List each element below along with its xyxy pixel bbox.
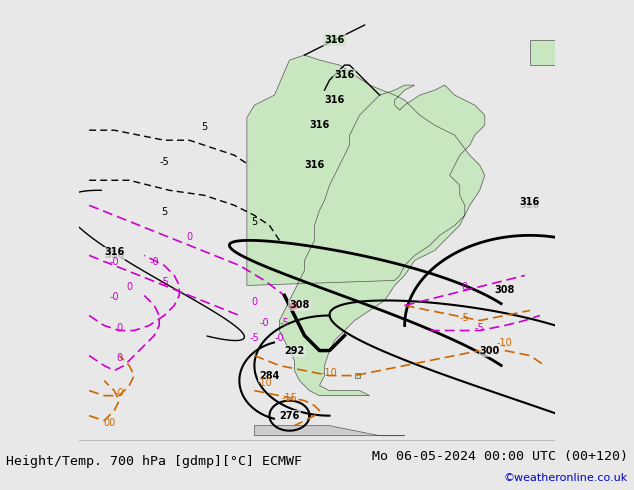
Text: 316: 316 (325, 35, 345, 45)
Text: 316: 316 (334, 70, 354, 80)
Text: -10: -10 (497, 338, 513, 347)
Text: -5: -5 (280, 318, 289, 327)
Text: 284: 284 (259, 370, 280, 381)
Text: -10: -10 (257, 378, 272, 388)
Text: 316: 316 (309, 120, 330, 130)
Text: -0: -0 (109, 293, 119, 302)
Text: -5: -5 (250, 333, 259, 343)
Text: -5: -5 (159, 277, 169, 288)
Text: 308: 308 (495, 286, 515, 295)
Text: 276: 276 (280, 411, 300, 420)
Text: 0: 0 (251, 297, 257, 308)
Text: 316: 316 (304, 160, 325, 170)
Text: -0: -0 (114, 388, 124, 397)
Text: 316: 316 (520, 197, 540, 207)
Text: 316: 316 (520, 200, 540, 210)
Text: 308: 308 (289, 300, 309, 311)
Polygon shape (354, 373, 359, 378)
Text: -0: -0 (150, 257, 159, 268)
Polygon shape (254, 426, 404, 436)
Text: 0: 0 (462, 282, 468, 293)
Polygon shape (530, 40, 555, 65)
Text: Mo 06-05-2024 00:00 UTC (00+120): Mo 06-05-2024 00:00 UTC (00+120) (372, 450, 628, 463)
Text: 5: 5 (251, 218, 257, 227)
Text: 0: 0 (126, 282, 133, 293)
Text: 300: 300 (480, 345, 500, 356)
Text: 0: 0 (116, 322, 122, 333)
Text: 00: 00 (103, 417, 115, 428)
Text: 5: 5 (201, 122, 207, 132)
Text: -5: -5 (475, 322, 484, 333)
Text: 5: 5 (161, 207, 167, 218)
Text: ©weatheronline.co.uk: ©weatheronline.co.uk (503, 473, 628, 483)
Text: 316: 316 (104, 247, 124, 257)
Text: -0: -0 (109, 257, 119, 268)
Text: 0: 0 (186, 232, 192, 243)
Text: -0: -0 (259, 318, 269, 327)
Polygon shape (247, 55, 485, 395)
Text: 316: 316 (325, 95, 345, 105)
Text: -0: -0 (275, 333, 284, 343)
Text: 316: 316 (104, 250, 124, 260)
Text: -5: -5 (460, 313, 470, 322)
Text: Height/Temp. 700 hPa [gdmp][°C] ECMWF: Height/Temp. 700 hPa [gdmp][°C] ECMWF (6, 455, 302, 468)
Text: -15: -15 (281, 392, 297, 403)
Text: 0: 0 (116, 353, 122, 363)
Text: -10: -10 (321, 368, 337, 378)
Text: -5: -5 (159, 157, 169, 167)
Text: 292: 292 (284, 345, 304, 356)
